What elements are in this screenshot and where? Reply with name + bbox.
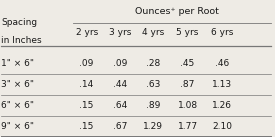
Text: .64: .64 — [113, 101, 127, 110]
Text: 1.13: 1.13 — [212, 80, 232, 89]
Text: 4 yrs: 4 yrs — [142, 28, 164, 37]
Text: .45: .45 — [180, 59, 195, 68]
Text: .89: .89 — [146, 101, 161, 110]
Text: 9" × 6": 9" × 6" — [1, 122, 34, 131]
Text: .15: .15 — [79, 101, 94, 110]
Text: .63: .63 — [146, 80, 161, 89]
Text: 6 yrs: 6 yrs — [211, 28, 233, 37]
Text: .09: .09 — [113, 59, 127, 68]
Text: 1.29: 1.29 — [144, 122, 163, 131]
Text: 5 yrs: 5 yrs — [176, 28, 199, 37]
Text: 6" × 6": 6" × 6" — [1, 101, 34, 110]
Text: 1.26: 1.26 — [212, 101, 232, 110]
Text: Spacing: Spacing — [1, 18, 37, 27]
Text: .14: .14 — [79, 80, 94, 89]
Text: Ounces⁺ per Root: Ounces⁺ per Root — [135, 7, 219, 16]
Text: 2.10: 2.10 — [212, 122, 232, 131]
Text: .46: .46 — [215, 59, 229, 68]
Text: 1" × 6": 1" × 6" — [1, 59, 34, 68]
Text: in Inches: in Inches — [1, 36, 42, 45]
Text: .28: .28 — [146, 59, 161, 68]
Text: .44: .44 — [113, 80, 127, 89]
Text: .67: .67 — [113, 122, 127, 131]
Text: 1.77: 1.77 — [177, 122, 198, 131]
Text: .15: .15 — [79, 122, 94, 131]
Text: .09: .09 — [79, 59, 94, 68]
Text: .87: .87 — [180, 80, 195, 89]
Text: 2 yrs: 2 yrs — [76, 28, 98, 37]
Text: 3 yrs: 3 yrs — [109, 28, 131, 37]
Text: 3" × 6": 3" × 6" — [1, 80, 34, 89]
Text: 1.08: 1.08 — [177, 101, 198, 110]
